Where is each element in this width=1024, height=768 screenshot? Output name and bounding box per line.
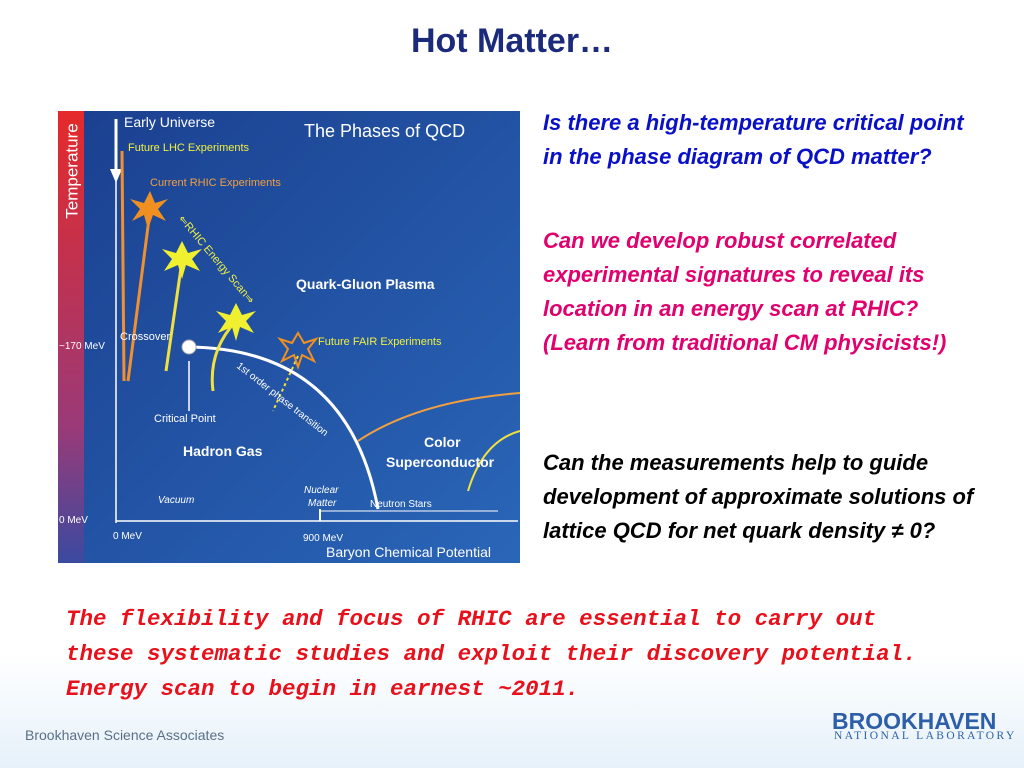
conclusion: The flexibility and focus of RHIC are es… [66,602,917,707]
temperature-bar [58,111,84,563]
label: Matter [308,498,337,509]
rhic-trajectory [126,210,152,382]
axis-label: Temperature [62,123,81,218]
logo: BROOKHAVEN [832,708,997,734]
star [162,241,202,279]
qcd-diagram: Temperature The Phases of QCD Early Univ… [58,111,520,563]
label: Future FAIR Experiments [318,336,442,348]
axis-label: Baryon Chemical Potential [326,544,491,560]
slide-title: Hot Matter… [410,22,614,60]
label: Nuclear [304,485,339,496]
conclusion-line: these systematic studies and exploit the… [66,641,917,667]
yellow-line [467,430,520,492]
conclusion-line: The flexibility and focus of RHIC are es… [66,606,877,632]
star [130,191,168,229]
label: Superconductor [386,454,495,470]
arrowhead [110,169,122,183]
label: Vacuum [158,495,194,506]
label: 900 MeV [303,533,343,544]
logo-subtitle: NATIONAL LABORATORY [834,730,1017,742]
label: Current RHIC Experiments [150,177,281,189]
fair-trajectory [272,355,299,412]
label: 0 MeV [113,531,142,542]
label: Hadron Gas [183,443,263,459]
diagram-title: The Phases of QCD [304,121,465,141]
star [216,303,256,341]
label: Critical Point [154,413,216,425]
label: 0 MeV [59,515,88,526]
phase-line [188,345,380,510]
label: Quark-Gluon Plasma [296,276,435,292]
superconductor-line [357,392,520,442]
star [277,331,319,371]
question: Can the measurements help to guide devel… [543,450,974,543]
label: Early Universe [124,114,215,130]
scan-trajectory [164,260,184,372]
label: Crossover [120,331,170,343]
label: Color [424,434,461,450]
critical-point [181,339,197,355]
footer-org: Brookhaven Science Associates [25,727,225,743]
label: Future LHC Experiments [128,142,250,154]
conclusion-line: Energy scan to begin in earnest ~2011. [66,676,580,702]
question: Is there a high-temperature critical poi… [543,110,964,169]
question: Can we develop robust correlated experim… [543,228,947,355]
label: ~170 MeV [59,341,105,352]
lhc-trajectory [120,150,126,382]
label: Neutron Stars [370,499,432,510]
